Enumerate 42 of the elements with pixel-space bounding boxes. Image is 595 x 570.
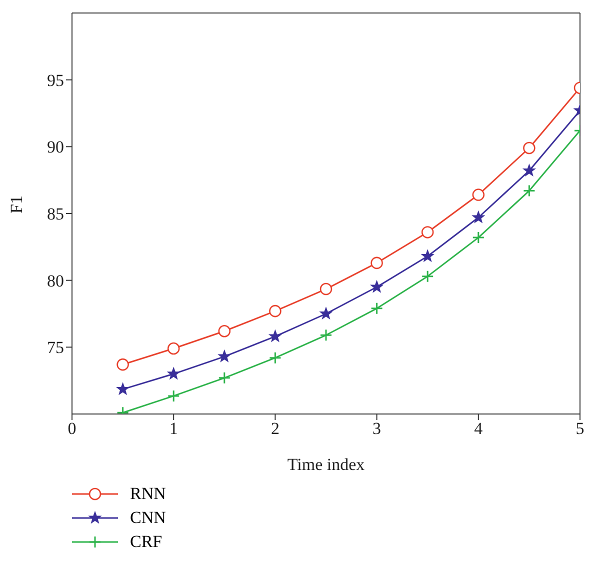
point (269, 304, 282, 318)
point (472, 231, 485, 244)
legend-label: CRF (130, 532, 162, 552)
y-axis-title: F1 (7, 196, 26, 214)
legend-label: RNN (130, 484, 166, 504)
point (472, 188, 485, 201)
point (218, 324, 231, 338)
y-tick-label: 95 (47, 70, 64, 90)
x-tick-label: 5 (576, 419, 584, 438)
point (421, 250, 434, 262)
point (421, 270, 434, 283)
x-tick-label: 3 (372, 419, 382, 438)
x-tick-label: 4 (474, 419, 484, 438)
y-tick-label: 80 (47, 271, 64, 290)
point (167, 390, 180, 402)
point (320, 307, 332, 320)
point (218, 372, 231, 384)
y-tick-label: 90 (47, 138, 64, 157)
point (218, 350, 231, 362)
point (472, 211, 485, 223)
point (370, 256, 383, 270)
x-tick-label: 0 (68, 419, 76, 438)
point (370, 302, 384, 315)
y-tick-label: 85 (47, 204, 64, 224)
point (523, 164, 536, 176)
point (167, 368, 180, 380)
point (269, 330, 282, 342)
point (320, 282, 332, 296)
point (116, 382, 129, 395)
y-tick-label: 75 (47, 338, 64, 358)
point (522, 184, 536, 198)
point (167, 342, 180, 355)
point (523, 142, 536, 154)
point (421, 226, 434, 238)
point (268, 352, 282, 364)
legend-label: CNN (130, 508, 166, 528)
x-tick-label: 2 (270, 419, 280, 438)
point (116, 358, 129, 371)
x-axis-title: Time index (287, 455, 366, 474)
point (320, 328, 332, 342)
point (370, 280, 383, 292)
x-tick-label: 1 (169, 419, 178, 438)
